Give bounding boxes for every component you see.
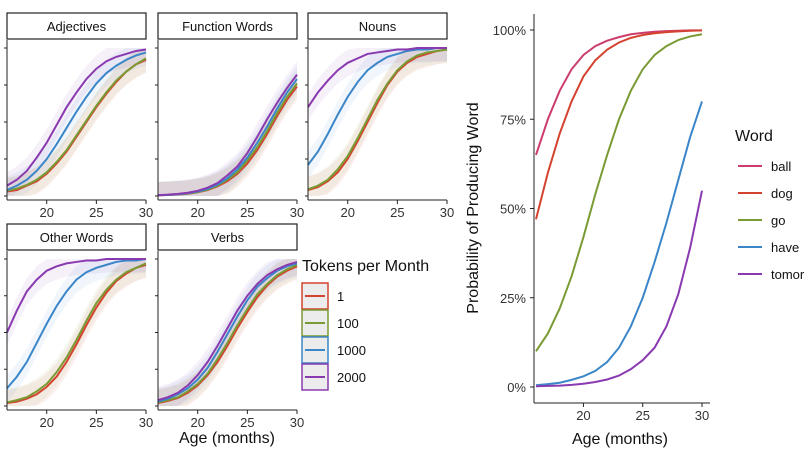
y-tick-label: 50% [500,202,526,217]
series-line-dog [535,29,703,220]
series-band [308,48,447,179]
series-band [7,259,146,402]
series-band [158,73,297,196]
facet-panel: Adjectives 20 25 30 [4,12,153,220]
facet-panel: Verbs 20 25 30 [155,223,304,430]
facet-strip [6,223,147,251]
facet-panel: Nouns 20 25 30 [305,12,454,220]
series-line-go [535,33,703,352]
word-chart: 0% 25% 50% 75% 100% 20 25 30 Age (months) Probabi… [465,14,710,448]
series-band [7,259,146,406]
series-line-100 [6,262,147,404]
x-tick-label: 20 [576,408,590,423]
legend-label: 1000 [337,343,366,358]
y-tick-label: 100% [493,23,527,38]
y-tick-label: 75% [500,112,526,127]
facet-panel: Function Words 20 25 30 [155,12,304,220]
x-tick-label: 25 [89,415,103,430]
facet-strip [157,223,298,251]
series-band [308,48,447,196]
series-line-1000 [6,51,147,191]
x-tick-label: 25 [89,205,103,220]
x-tick-label: 30 [290,415,304,430]
x-tick-label: 25 [240,205,254,220]
facet-title: Verbs [211,230,245,245]
series-line-1 [6,263,147,405]
facet-title: Function Words [182,19,273,34]
facet-title: Adjectives [47,19,107,34]
facet-x-axis-title: Age (months) [179,430,275,447]
x-tick-label: 30 [139,205,153,220]
series-line-2000 [6,48,147,187]
series-line-100 [157,263,298,404]
legend-label: tomor [771,267,805,282]
x-tick-label: 20 [39,415,53,430]
legend-label: 100 [337,316,359,331]
series-band [158,70,297,196]
tokens-legend: Tokens per Month 1 100 1000 2000 [301,258,429,391]
facet-strip [157,12,298,40]
legend-title: Tokens per Month [302,258,429,275]
series-line-1000 [157,262,298,403]
series-line-have [535,101,703,387]
series-line-2000 [307,47,447,108]
x-tick-label: 20 [340,205,354,220]
series-line-1000 [6,258,147,390]
series-line-2000 [157,74,298,197]
facet-strip [6,12,147,40]
legend-label: dog [771,186,793,201]
x-tick-label: 25 [240,415,254,430]
facet-title: Nouns [359,19,397,34]
series-band [7,259,146,406]
legend-label: have [771,240,799,255]
series-line-tomor [535,190,703,388]
series-band [308,48,447,196]
x-tick-label: 30 [290,205,304,220]
legend-title: Word [735,128,773,145]
series-line-ball [535,29,702,156]
x-tick-label: 20 [190,205,204,220]
series-line-100 [6,57,147,192]
x-axis-title: Age (months) [572,431,668,448]
y-tick-label: 0% [507,380,526,395]
legend-label: ball [771,159,791,174]
x-tick-label: 25 [635,408,649,423]
series-band [7,259,146,346]
series-line-1 [307,48,448,192]
series-line-2000 [6,258,146,333]
word-legend: Word ball dog go have tomor [735,128,805,282]
x-tick-label: 20 [190,415,204,430]
facet-panel: Other Words 20 25 30 [4,223,153,430]
series-band [7,48,146,196]
legend-label: 1 [337,289,344,304]
y-tick-label: 25% [500,291,526,306]
facet-title: Other Words [40,230,114,245]
x-tick-label: 30 [139,415,153,430]
series-band [7,48,146,196]
x-tick-label: 25 [390,205,404,220]
x-tick-label: 30 [695,408,709,423]
series-line-2000 [157,260,298,402]
facet-strip [307,12,448,40]
series-line-100 [307,48,448,191]
legend-label: 2000 [337,370,366,385]
x-tick-label: 30 [440,205,454,220]
legend-label: go [771,213,785,228]
series-line-1000 [307,47,447,166]
x-tick-label: 20 [39,205,53,220]
y-axis-title: Probability of Producing Word [465,102,482,313]
